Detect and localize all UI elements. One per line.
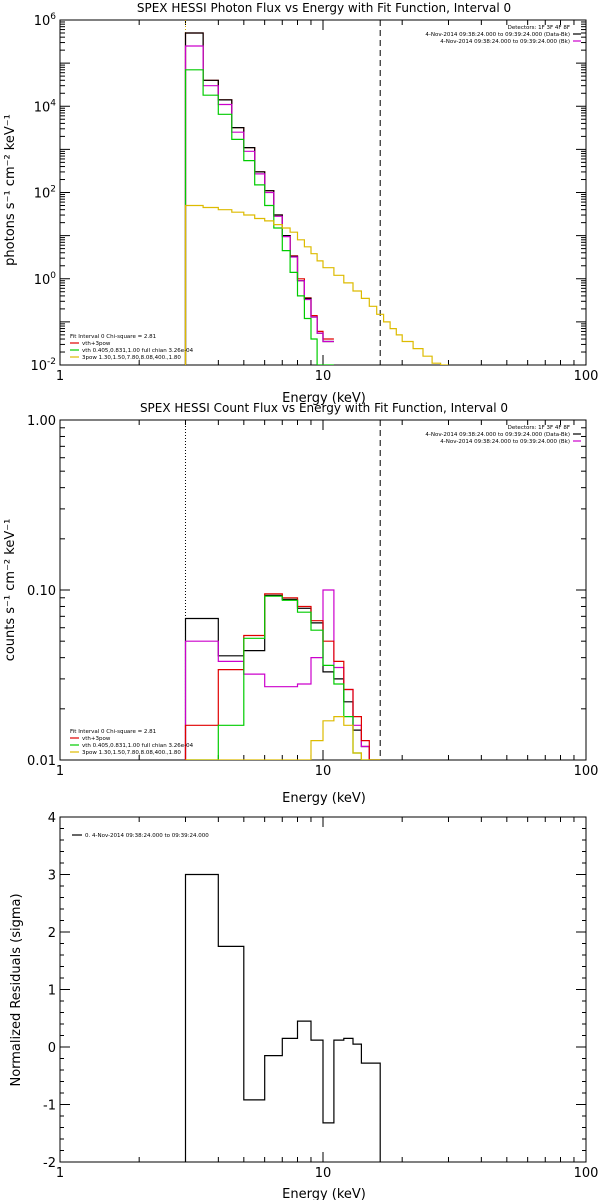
chart-title: SPEX HESSI Photon Flux vs Energy with Fi…: [137, 1, 511, 15]
residuals-panel: Energy (keV) Normalized Residuals (sigma…: [9, 811, 598, 1200]
series-line: [184, 204, 449, 365]
legend-label: 4-Nov-2014 09:38:24.000 to 09:39:24.000 …: [440, 439, 570, 445]
legend-label: 4-Nov-2014 09:38:24.000 to 09:39:24.000 …: [440, 39, 570, 45]
y-axis-label: photons s⁻¹ cm⁻² keV⁻¹: [3, 114, 18, 266]
legend-label: Fit Interval 0 Chi-square = 2.81: [70, 729, 156, 735]
legend-label: 0. 4-Nov-2014 09:38:24.000 to 09:39:24.0…: [85, 833, 209, 839]
y-axis-label: counts s⁻¹ cm⁻² keV⁻¹: [3, 519, 18, 662]
x-axis-label: Energy (keV): [282, 791, 366, 806]
photon-flux-panel: SPEX HESSI Photon Flux vs Energy with Fi…: [3, 1, 598, 406]
x-tick-label: 100: [574, 764, 599, 779]
y-axis-label: Normalized Residuals (sigma): [9, 893, 24, 1086]
legend-label: Fit Interval 0 Chi-square = 2.81: [70, 334, 156, 340]
count-flux-panel: SPEX HESSI Count Flux vs Energy with Fit…: [3, 401, 598, 806]
series-line: [184, 594, 381, 760]
x-axis-label: Energy (keV): [282, 391, 366, 406]
legend-label: vth 0.405,0.831,1.00 full chian 3.26e-04: [82, 743, 194, 749]
y-tick-label: 1: [48, 984, 56, 999]
x-tick-label: 100: [574, 369, 599, 384]
series-line: [184, 873, 381, 1162]
chart-title: SPEX HESSI Count Flux vs Energy with Fit…: [140, 401, 508, 415]
series-line: [185, 716, 381, 760]
y-tick-label: 3: [48, 869, 56, 884]
legend-label: vth+3pow: [82, 341, 111, 347]
series-line: [184, 45, 334, 365]
legend-label: 4-Nov-2014 09:38:24.000 to 09:39:24.000 …: [425, 32, 570, 38]
x-tick-label: 100: [574, 1166, 599, 1181]
legend-label: Detectors: 1F 3F 4F 8F: [508, 25, 570, 31]
y-tick-label: 102: [34, 185, 56, 202]
legend-label: 4-Nov-2014 09:38:24.000 to 09:39:24.000 …: [425, 432, 570, 438]
x-tick-label: 10: [315, 1166, 332, 1181]
y-tick-label: 104: [34, 98, 57, 115]
x-tick-label: 10: [315, 369, 332, 384]
y-tick-label: 0: [48, 1041, 56, 1056]
series-line: [185, 595, 381, 760]
legend-label: vth+3pow: [82, 736, 111, 742]
series-group: [184, 589, 381, 760]
series-line: [184, 69, 334, 365]
plot-frame: [59, 19, 587, 366]
y-tick-label: 10-2: [30, 357, 56, 374]
series-group: [184, 32, 449, 365]
y-tick-label: 4: [48, 811, 56, 826]
x-tick-label: 1: [56, 1166, 64, 1181]
y-tick-label: -2: [43, 1156, 56, 1171]
x-tick-label: 10: [315, 764, 332, 779]
y-tick-label: 1.00: [27, 414, 56, 429]
x-tick-label: 1: [56, 764, 64, 779]
series-line: [184, 32, 334, 365]
y-tick-label: -1: [43, 1099, 56, 1114]
y-tick-label: 0.10: [27, 584, 56, 599]
x-axis-label: Energy (keV): [282, 1187, 366, 1200]
series-group: [184, 873, 381, 1162]
y-tick-label: 106: [34, 12, 57, 29]
legend-label: 3pow 1.30,1.50,7.80,8.08,400.,1.80: [82, 750, 181, 756]
legend-label: Detectors: 1F 3F 4F 8F: [508, 425, 570, 431]
y-tick-label: 100: [34, 271, 57, 288]
legend-label: vth 0.405,0.831,1.00 full chian 3.26e-04: [82, 348, 194, 354]
y-tick-label: 2: [48, 926, 56, 941]
series-line: [184, 589, 381, 760]
y-tick-label: 0.01: [27, 754, 56, 769]
legend-label: 3pow 1.30,1.50,7.80,8.08,400.,1.80: [82, 355, 181, 361]
x-tick-label: 1: [56, 369, 64, 384]
